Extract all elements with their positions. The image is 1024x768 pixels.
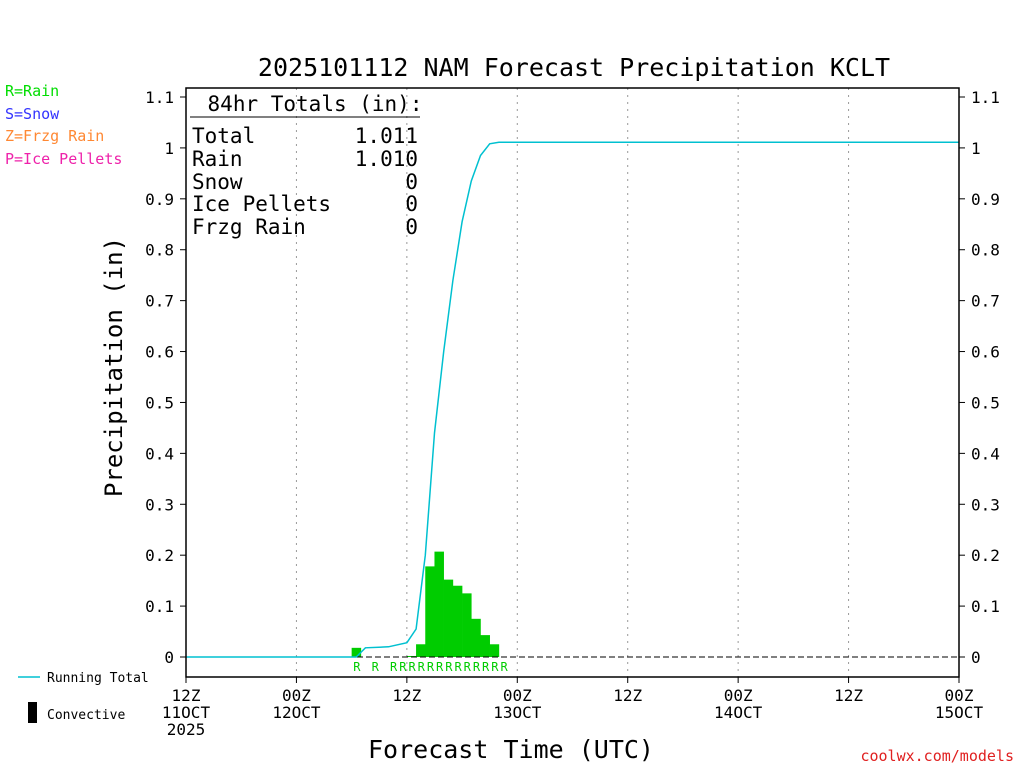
totals-value-rain: 1.010 (355, 147, 418, 171)
precip-bar-1 (406, 655, 417, 657)
y-tick-label-right-9: 0.9 (971, 190, 1000, 209)
legend-frzg-rain: Z=Frzg Rain (5, 127, 104, 145)
precip-bar-10 (489, 644, 500, 657)
x-tick-label-0-1: 12Z (172, 686, 201, 705)
y-tick-label-left-3: 0.3 (145, 495, 174, 514)
totals-label-rain: Rain (192, 147, 243, 171)
legend-rain: R=Rain (5, 82, 59, 100)
y-tick-label-right-4: 0.4 (971, 444, 1000, 463)
ptype-mark-11: R (473, 660, 481, 674)
x-tick-label-5-1: 00Z (724, 686, 753, 705)
totals-label-total: Total (192, 124, 255, 148)
y-tick-label-right-8: 0.8 (971, 241, 1000, 260)
legend-ice-pellets: P=Ice Pellets (5, 150, 122, 168)
y-tick-label-left-11: 1.1 (145, 88, 174, 107)
y-tick-label-right-5: 0.5 (971, 393, 1000, 412)
running-total-line (186, 141, 959, 658)
x-tick-label-4-1: 12Z (613, 686, 642, 705)
legend-convective-label: Convective (47, 708, 125, 723)
y-tick-label-left-7: 0.7 (145, 292, 174, 311)
x-tick-label-2-1: 12Z (392, 686, 421, 705)
totals-header: 84hr Totals (in): (208, 92, 423, 116)
precip-bar-3 (425, 566, 435, 657)
totals-value-snow: 0 (405, 170, 418, 194)
chart-title: 2025101112 NAM Forecast Precipitation KC… (258, 53, 890, 82)
y-tick-label-left-10: 1 (164, 139, 174, 158)
totals-value-frzg-rain: 0 (405, 215, 418, 239)
ptype-mark-7: R (436, 660, 444, 674)
x-tick-label-0-3: 2025 (167, 720, 206, 739)
ptype-mark-8: R (445, 660, 453, 674)
precip-bar-0 (351, 647, 362, 657)
y-tick-label-left-6: 0.6 (145, 343, 174, 362)
y-tick-label-left-0: 0 (164, 648, 174, 667)
legend-convective-swatch (28, 702, 37, 723)
totals-box: 84hr Totals (in): Total 1.011 Rain 1.010… (190, 92, 422, 239)
credit-text: coolwx.com/models (860, 747, 1014, 765)
x-tick-label-6-1: 12Z (834, 686, 863, 705)
y-tick-label-left-8: 0.8 (145, 241, 174, 260)
x-tick-label-3-2: 13OCT (493, 703, 542, 722)
y-tick-label-right-6: 0.6 (971, 343, 1000, 362)
y-tick-label-left-4: 0.4 (145, 444, 174, 463)
y-tick-label-right-11: 1.1 (971, 88, 1000, 107)
precip-bar-8 (471, 618, 481, 657)
totals-label-frzg-rain: Frzg Rain (192, 215, 306, 239)
ptype-mark-13: R (491, 660, 499, 674)
legend-running-total-label: Running Total (47, 671, 149, 686)
y-tick-label-left-2: 0.2 (145, 546, 174, 565)
precip-bar-7 (462, 593, 472, 657)
y-tick-label-right-10: 1 (971, 139, 981, 158)
ptype-mark-6: R (427, 660, 435, 674)
totals-label-ice-pellets: Ice Pellets (192, 192, 331, 216)
ptype-mark-5: R (418, 660, 426, 674)
y-tick-label-right-3: 0.3 (971, 495, 1000, 514)
x-tick-label-5-2: 14OCT (714, 703, 763, 722)
precip-bar-5 (443, 579, 454, 657)
x-tick-label-0-2: 11OCT (162, 703, 211, 722)
ptype-mark-3: R (399, 660, 407, 674)
precip-bar-6 (452, 585, 463, 657)
y-tick-label-right-1: 0.1 (971, 597, 1000, 616)
x-axis-label: Forecast Time (UTC) (368, 735, 654, 764)
x-tick-label-1-2: 12OCT (272, 703, 321, 722)
y-tick-label-right-0: 0 (971, 648, 981, 667)
x-tick-label-7-2: 15OCT (935, 703, 984, 722)
ptype-mark-0: R (353, 660, 361, 674)
y-tick-label-left-1: 0.1 (145, 597, 174, 616)
y-tick-label-left-9: 0.9 (145, 190, 174, 209)
ptype-mark-10: R (464, 660, 472, 674)
ptype-mark-4: R (408, 660, 416, 674)
totals-label-snow: Snow (192, 170, 243, 194)
totals-value-total: 1.011 (355, 124, 418, 148)
legend-snow: S=Snow (5, 105, 60, 123)
precip-bar-2 (416, 644, 426, 657)
ptype-mark-12: R (482, 660, 490, 674)
y-tick-label-right-7: 0.7 (971, 292, 1000, 311)
ptype-mark-9: R (454, 660, 462, 674)
x-tick-label-7-1: 00Z (945, 686, 974, 705)
precip-bar-4 (434, 551, 444, 657)
precip-bar-9 (480, 635, 490, 657)
x-tick-label-1-1: 00Z (282, 686, 311, 705)
plot-frame (185, 87, 960, 678)
y-axis-label: Precipitation (in) (100, 237, 128, 497)
y-tick-label-right-2: 0.2 (971, 546, 1000, 565)
y-tick-label-left-5: 0.5 (145, 393, 174, 412)
ptype-mark-1: R (372, 660, 380, 674)
x-tick-label-3-1: 00Z (503, 686, 532, 705)
ptype-mark-2: R (390, 660, 398, 674)
totals-value-ice-pellets: 0 (405, 192, 418, 216)
ptype-mark-14: R (500, 660, 508, 674)
